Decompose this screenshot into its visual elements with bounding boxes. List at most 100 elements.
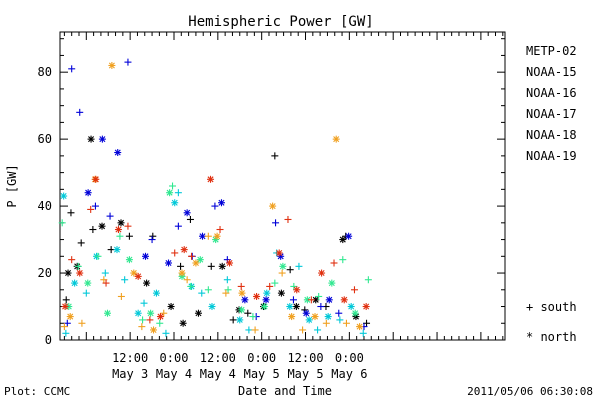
north-point (198, 232, 206, 240)
north-point (103, 309, 111, 317)
north-point (325, 296, 333, 304)
south-point (62, 296, 70, 304)
south-point (278, 269, 286, 277)
south-point (335, 309, 343, 317)
north-point (262, 296, 270, 304)
north-point (238, 306, 246, 314)
south-point (339, 256, 347, 264)
south-point (186, 215, 194, 223)
y-axis: 0 20 40 60 80 (38, 38, 505, 347)
north-point (362, 303, 370, 311)
data-points (58, 58, 372, 337)
south-point (102, 279, 110, 287)
south-point (125, 232, 133, 240)
south-point (156, 319, 164, 327)
south-point (76, 108, 84, 116)
south-point (77, 239, 85, 247)
south-point (307, 296, 315, 304)
x-tick-time-label: 12:00 (287, 351, 323, 365)
x-tick-date-label: May 6 (331, 367, 367, 381)
south-point (121, 276, 129, 284)
south-point (315, 292, 323, 300)
north-point (318, 269, 326, 277)
south-point (177, 262, 185, 270)
south-point (330, 259, 338, 267)
south-point (322, 319, 330, 327)
north-point (263, 289, 271, 297)
north-point (213, 232, 221, 240)
south-point (106, 212, 114, 220)
south-point (237, 282, 245, 290)
south-point (140, 299, 148, 307)
south-point (149, 232, 157, 240)
north-point (311, 313, 319, 321)
south-point (336, 316, 344, 324)
legend-item: METP-02 (526, 44, 577, 58)
south-point (67, 209, 75, 217)
south-point (284, 215, 292, 223)
south-point (146, 316, 154, 324)
north-point (134, 309, 142, 317)
south-point (174, 189, 182, 197)
north-point (279, 262, 287, 270)
north-point (125, 256, 133, 264)
south-point (139, 316, 147, 324)
north-point (134, 272, 142, 280)
north-point (152, 289, 160, 297)
south-point (87, 205, 95, 213)
north-point (113, 246, 121, 254)
legend-item: NOAA-17 (526, 107, 577, 121)
south-point (162, 329, 170, 337)
south-point (89, 226, 97, 234)
x-tick-date-label: May 3 (112, 367, 148, 381)
south-point (290, 282, 298, 290)
south-point (223, 276, 231, 284)
north-point (180, 246, 188, 254)
south-point (107, 246, 115, 254)
north-point (178, 269, 186, 277)
x-tick-date-label: May 4 (200, 367, 236, 381)
north-point (61, 303, 69, 311)
north-point (324, 313, 332, 321)
y-tick-label: 0 (45, 333, 52, 347)
north-point (92, 175, 100, 183)
north-point (167, 303, 175, 311)
south-point (101, 269, 109, 277)
north-point (356, 323, 364, 331)
north-point (130, 269, 138, 277)
north-point (312, 296, 320, 304)
north-point (345, 232, 353, 240)
south-point (350, 286, 358, 294)
south-point (249, 313, 257, 321)
south-point (251, 326, 259, 334)
north-point (292, 303, 300, 311)
x-tick-time-label: 0:00 (335, 351, 364, 365)
north-point (218, 262, 226, 270)
south-point (58, 219, 66, 227)
south-point (124, 58, 132, 66)
legend-item: NOAA-19 (526, 149, 577, 163)
south-point (244, 309, 252, 317)
marker-legend-item: + south (526, 300, 577, 314)
y-tick-label: 60 (38, 132, 52, 146)
south-point (183, 276, 191, 284)
north-point (207, 175, 215, 183)
south-point (94, 252, 102, 260)
north-point (277, 289, 285, 297)
x-tick-time-label: 0:00 (160, 351, 189, 365)
north-point (147, 309, 155, 317)
south-point (171, 249, 179, 257)
north-point (261, 303, 269, 311)
south-point (116, 232, 124, 240)
y-tick-label: 40 (38, 199, 52, 213)
north-point (64, 269, 72, 277)
south-point (299, 326, 307, 334)
south-point (222, 289, 230, 297)
north-point (351, 309, 359, 317)
north-point (84, 189, 92, 197)
south-point (266, 282, 274, 290)
north-point (166, 189, 174, 197)
south-point (204, 286, 212, 294)
south-point (78, 319, 86, 327)
